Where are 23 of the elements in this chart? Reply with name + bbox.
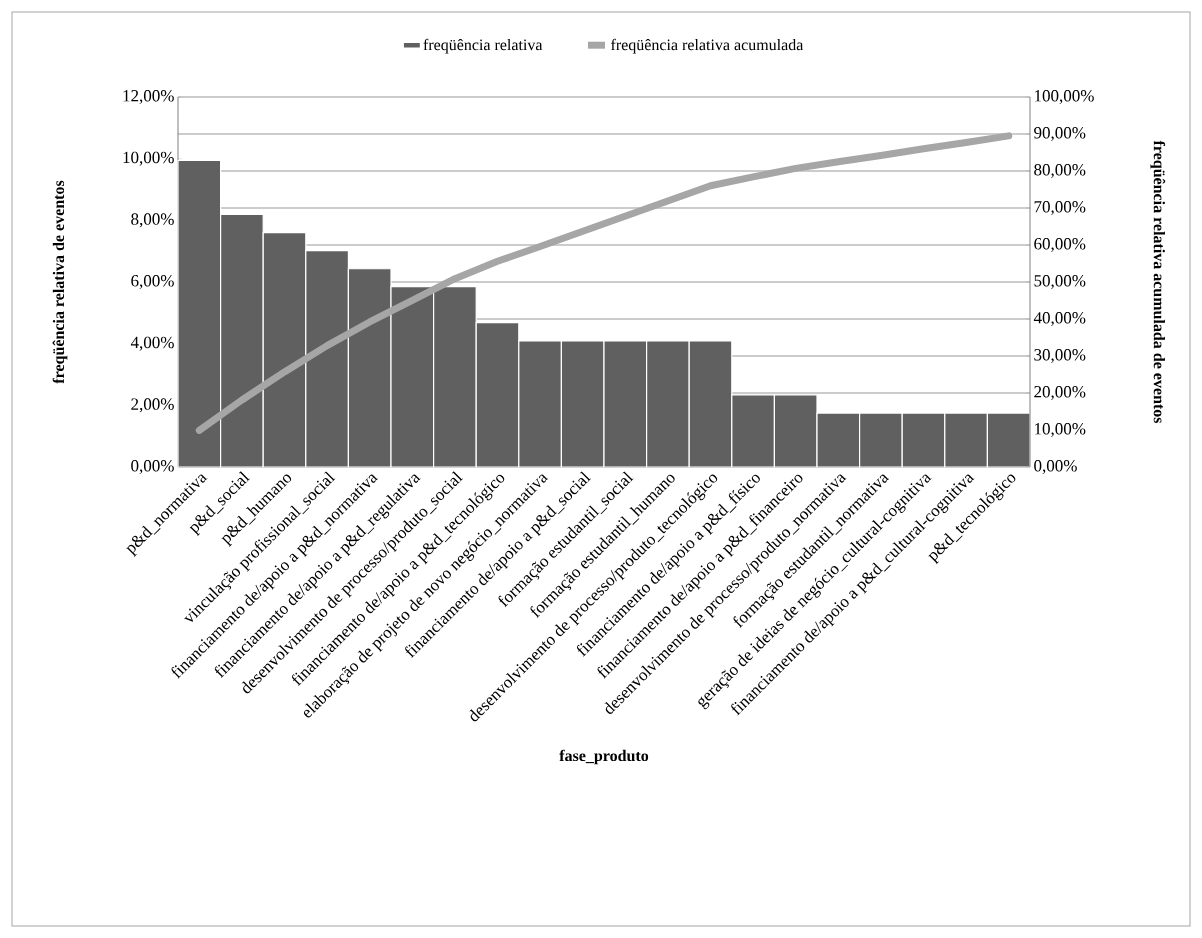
y-axis-title: freqüência relativa de eventos	[52, 180, 68, 384]
y2-axis-title: freqüência relativa acumulada de eventos	[1150, 140, 1166, 424]
y2-tick-label: 70,00%	[1034, 201, 1086, 215]
y2-tick-label: 0,00%	[1034, 460, 1077, 474]
y2-tick-label: 30,00%	[1034, 349, 1086, 363]
legend-label: freqüência relativa	[423, 38, 543, 54]
legend-label: freqüência relativa acumulada	[611, 38, 804, 54]
y2-tick-label: 100,00%	[1035, 90, 1094, 104]
y-tick-label: 8,00%	[131, 213, 174, 228]
y2-tick-label: 40,00%	[1033, 312, 1086, 326]
y-tick-label: 0,00%	[131, 460, 174, 474]
y2-tick-label: 50,00%	[1034, 275, 1086, 289]
y-tick-label: 6,00%	[131, 275, 174, 289]
y2-tick-label: 10,00%	[1035, 423, 1086, 437]
y2-tick-label: 80,00%	[1034, 164, 1086, 178]
y-tick-label: 2,00%	[131, 398, 174, 413]
y2-tick-label: 60,00%	[1034, 238, 1086, 252]
y2-tick-label: 90,00%	[1034, 127, 1086, 141]
y-tick-label: 12,00%	[123, 90, 174, 104]
y-tick-label: 4,00%	[130, 336, 174, 351]
y2-tick-label: 20,00%	[1034, 386, 1086, 400]
x-axis-title: fase_produto	[559, 749, 649, 765]
y-tick-label: 10,00%	[123, 151, 174, 166]
